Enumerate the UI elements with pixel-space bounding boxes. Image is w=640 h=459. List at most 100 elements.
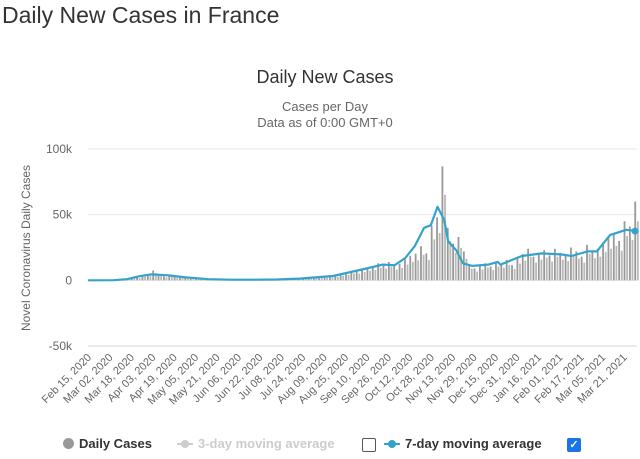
daily-cases-bar [500,263,503,281]
daily-cases-bar [486,267,489,281]
daily-cases-bar [184,278,187,281]
daily-cases-bar [612,234,615,281]
daily-cases-bar [371,266,374,281]
daily-cases-bar [497,266,500,281]
daily-cases-bar [519,263,521,281]
daily-cases-bar [540,259,543,281]
daily-cases-bar [385,268,387,281]
legend-3day-average[interactable]: 3-day moving average [177,436,335,451]
daily-cases-bar [366,267,369,281]
daily-cases-bar [162,276,165,281]
daily-cases-bar [420,246,422,281]
daily-cases-bar [441,166,444,281]
daily-cases-bar [626,236,629,281]
daily-cases-bar [457,236,460,281]
daily-cases-bar [543,250,546,281]
daily-cases-bar [393,265,396,281]
daily-cases-bar [628,226,631,281]
daily-cases-bar [203,279,205,281]
daily-cases-bar [401,268,404,281]
daily-cases-bar [433,239,436,281]
daily-cases-bar [599,256,602,281]
daily-cases-bar [548,255,551,281]
daily-cases-bar [347,275,350,281]
daily-cases-bar [495,261,497,281]
daily-cases-bar [168,275,171,281]
daily-cases-bar [478,265,481,281]
3day-average-checkbox[interactable] [362,438,376,452]
daily-cases-bar [414,253,417,281]
daily-cases-bar [535,262,537,281]
daily-cases-bar [363,271,366,281]
daily-cases-bar [570,247,572,281]
daily-cases-bar [382,264,385,281]
daily-cases-bar [379,267,382,281]
daily-cases-bar [537,252,540,281]
daily-cases-bar [165,277,168,281]
daily-cases-bar [615,245,618,281]
daily-cases-bar [484,263,487,281]
daily-cases-bar [586,244,588,281]
daily-cases-bar [618,240,621,281]
chart-title: Daily New Cases [256,67,393,87]
daily-cases-bar [133,278,136,281]
daily-cases-bar [596,248,599,281]
daily-cases-bar [374,269,377,281]
daily-cases-bar [390,266,393,281]
daily-cases-bar [331,277,334,281]
daily-cases-bar [588,253,591,281]
daily-cases-bar [567,261,570,281]
legend-7day-average[interactable]: 7-day moving average [384,436,542,451]
y-tick-label: 50k [53,208,73,222]
daily-cases-bar [355,271,358,281]
daily-cases-bar [449,240,452,281]
daily-cases-bar [136,277,139,281]
daily-cases-bar [468,264,471,281]
daily-cases-bar [404,259,406,281]
daily-cases-bar [299,279,302,281]
daily-cases-bar [350,271,353,281]
daily-cases-bar [361,269,363,281]
daily-cases-bar [192,279,195,281]
daily-cases-bar [422,254,425,281]
daily-cases-bar [170,276,173,281]
daily-cases-bar [197,279,200,281]
daily-cases-bar [398,263,401,281]
daily-cases-bar [200,279,203,281]
daily-cases-bar [144,276,146,281]
daily-cases-bar [387,261,390,281]
daily-cases-bar [572,255,575,281]
daily-cases-bar [470,268,473,281]
legend-label: Daily Cases [79,436,152,451]
circle-icon [63,438,74,449]
chart-legend: Daily Cases 3-day moving average 7-day m… [0,436,640,456]
daily-cases-bar [594,258,596,281]
daily-cases-bar [189,278,192,281]
daily-cases-bar [345,273,347,281]
chart-subtitle-2: Data as of 0:00 GMT+0 [257,115,392,130]
y-tick-label: -50k [49,339,73,353]
daily-cases-bar [323,276,326,281]
daily-cases-bar [513,269,516,281]
daily-cases-bar [157,274,160,281]
daily-cases-bar [312,277,315,281]
daily-cases-bar [377,263,380,281]
daily-cases-bar [446,227,449,281]
daily-cases-bar [521,254,524,281]
daily-cases-bar [160,276,163,281]
daily-cases-bar [634,201,637,281]
7day-average-checkbox[interactable]: ✓ [567,438,581,452]
daily-cases-bar [602,242,604,281]
daily-cases-bar [304,278,307,281]
daily-cases-bar [454,252,457,281]
legend-daily-cases[interactable]: Daily Cases [63,436,152,451]
daily-cases-bar [428,260,430,281]
daily-cases-bar [610,248,612,281]
daily-cases-bar [636,221,639,281]
daily-cases-bar [326,277,329,281]
daily-cases-bar [580,256,583,281]
daily-cases-bar [417,260,420,281]
daily-cases-bar [556,256,559,281]
daily-cases-bar [176,277,179,281]
daily-cases-bar [342,275,345,281]
